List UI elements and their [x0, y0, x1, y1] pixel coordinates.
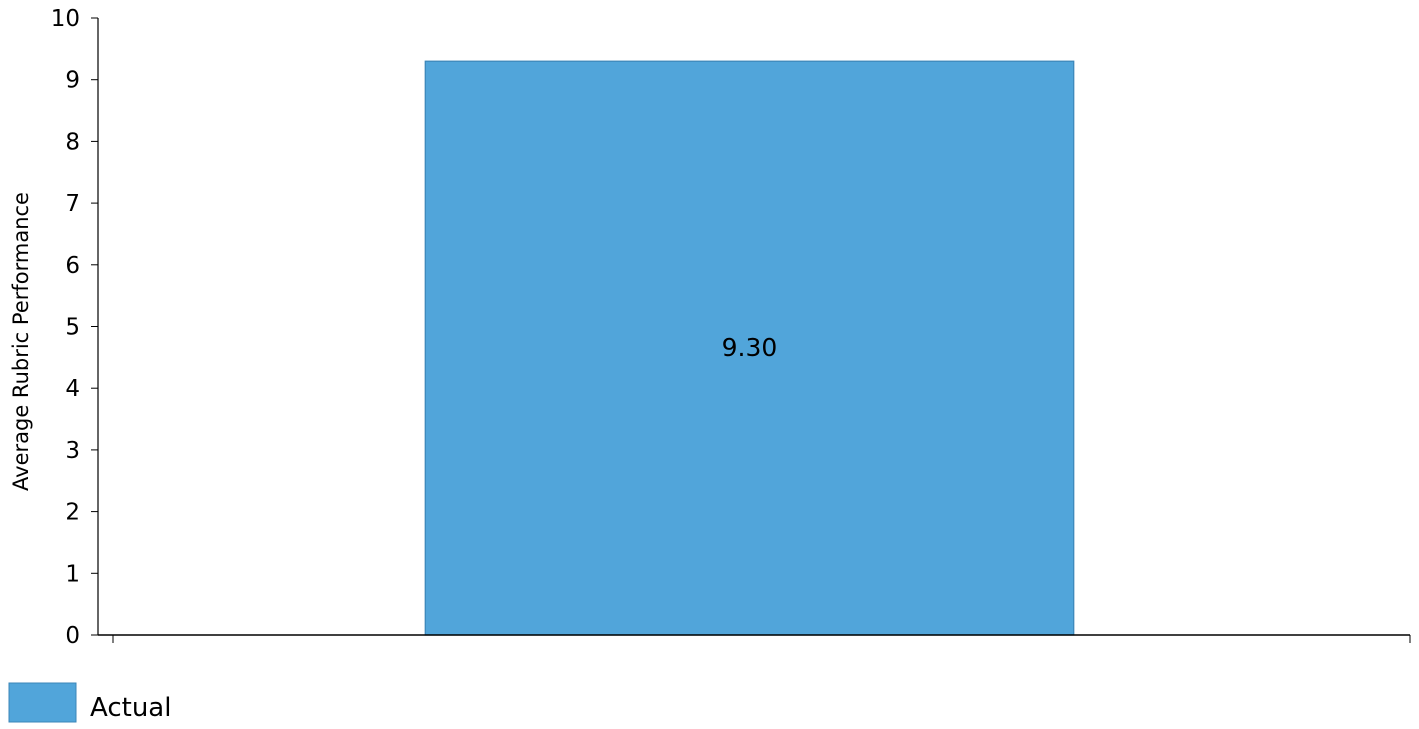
y-tick-label: 0 [65, 623, 80, 649]
y-tick-label: 6 [65, 253, 80, 279]
y-tick-label: 4 [65, 376, 80, 402]
legend-label: Actual [90, 693, 171, 723]
y-tick-label: 5 [65, 315, 80, 341]
legend: Actual [8, 682, 171, 723]
data-labels: 9.30 [722, 333, 778, 362]
y-tick-label: 2 [65, 500, 80, 526]
y-tick-label: 3 [65, 438, 80, 464]
y-axis-ticks: 0 1 2 3 4 5 6 7 8 9 10 [51, 6, 98, 649]
y-tick-label: 7 [65, 191, 80, 217]
bar-data-label: 9.30 [722, 333, 778, 362]
bars [424, 60, 1075, 636]
y-tick-label: 1 [65, 561, 80, 587]
y-tick-label: 10 [51, 6, 80, 32]
y-tick-label: 9 [65, 68, 80, 94]
legend-swatch [8, 682, 77, 723]
y-axis-title: Average Rubric Performance [9, 192, 33, 491]
y-tick-label: 8 [65, 129, 80, 155]
bar [424, 60, 1075, 636]
